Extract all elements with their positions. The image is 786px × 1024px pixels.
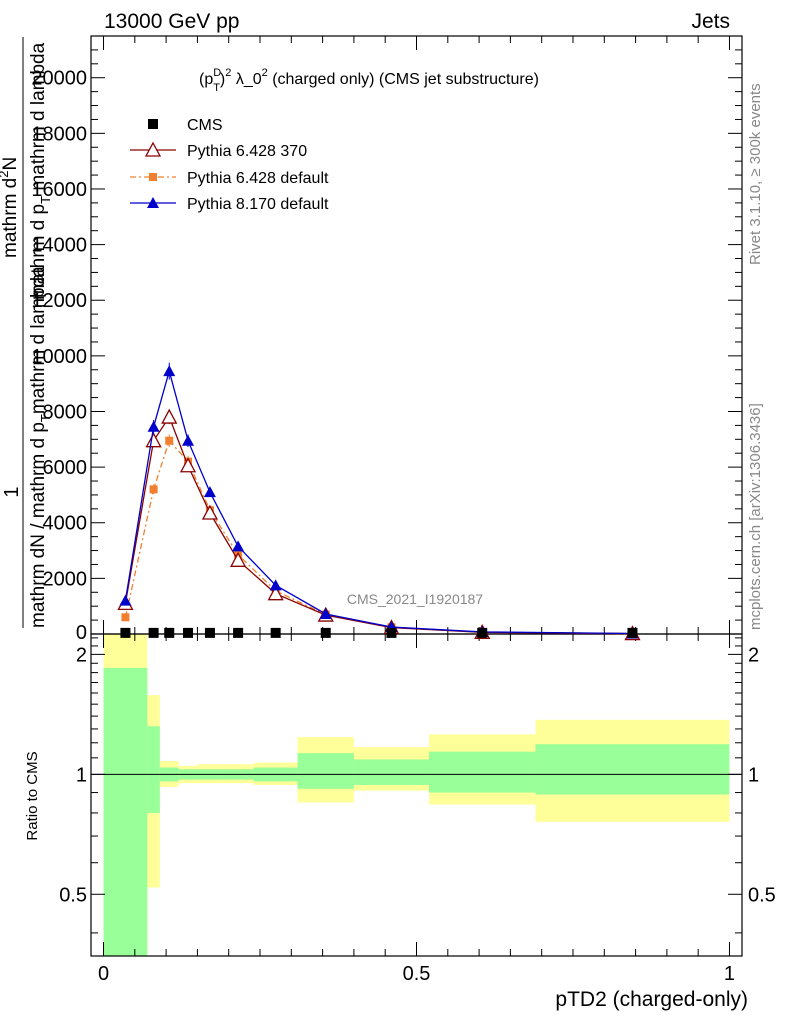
- data-series: [117, 362, 641, 641]
- ratio-y-tick-label-left: 1: [76, 764, 87, 786]
- x-axis-label: pTD2 (charged-only): [555, 988, 748, 1011]
- data-point-p6-370: [179, 457, 197, 473]
- y-tick-label: 10000: [31, 346, 87, 368]
- data-point-p6-default: [121, 613, 130, 622]
- ratio-y-tick-label-right: 2: [748, 644, 759, 666]
- y-label-one: 1: [1, 486, 23, 497]
- data-point-p8-default: [319, 607, 332, 619]
- y-label-inner-numerator: mathrm d2N: [0, 157, 21, 258]
- data-point-p6-default: [165, 436, 174, 445]
- ratio-band-inner-bin: [103, 667, 148, 956]
- x-tick-label: 0: [98, 963, 109, 985]
- legend-marker-cms: [148, 119, 158, 129]
- y-label-inner-denominator: mathrm d pT mathrm d lambda: [28, 42, 53, 300]
- data-point-p6-default: [149, 485, 158, 494]
- data-point-cms: [148, 627, 159, 638]
- data-point-p8-default: [163, 365, 176, 377]
- y-tick-label: 8000: [43, 401, 88, 423]
- legend-label-p6-default: Pythia 6.428 default: [187, 170, 329, 187]
- data-point-p8-default: [119, 594, 132, 606]
- ratio-band-inner-bin: [147, 726, 160, 813]
- data-point-p6-370: [161, 408, 178, 424]
- ratio-y-tick-label-right: 1: [748, 764, 759, 786]
- legend-label-p8-default: Pythia 8.170 default: [187, 196, 329, 213]
- axis-ticks: 2000 4000 6000 8000 10000 12000 14000 16000 1800…: [31, 35, 776, 985]
- data-point-cms: [164, 627, 175, 638]
- analysis-watermark: CMS_2021_I1920187: [347, 591, 483, 607]
- y-tick-label: 18000: [31, 123, 87, 145]
- data-point-cms: [386, 627, 397, 638]
- data-point-p8-default: [182, 434, 195, 446]
- side-label-mcplots: mcplots.cern.ch [arXiv:1306.3436]: [747, 403, 764, 630]
- data-point-cms: [233, 627, 244, 638]
- ratio-band-inner-bin: [429, 751, 536, 793]
- ratio-y-tick-label-right: 0.5: [748, 884, 776, 906]
- data-point-cms: [320, 627, 331, 638]
- data-point-cms: [183, 627, 194, 638]
- y-tick-label: 12000: [31, 290, 87, 312]
- data-point-p8-default: [269, 579, 282, 591]
- x-tick-label: 1: [724, 963, 735, 985]
- data-point-cms: [270, 627, 281, 638]
- legend-label-cms: CMS: [187, 117, 223, 134]
- y-tick-label: 20000: [31, 68, 87, 90]
- y-axis-label: 1 mathrm dN / mathrm d pTmathrm d lambda…: [0, 37, 53, 628]
- data-point-cms: [204, 627, 215, 638]
- legend-marker-p6-default: [149, 173, 157, 181]
- header-right: Jets: [691, 10, 730, 33]
- header-left: 13000 GeV pp: [104, 10, 239, 33]
- data-point-cms: [627, 627, 638, 638]
- legend-marker-p6-370: [144, 141, 162, 157]
- ratio-band-inner-bin: [353, 759, 430, 786]
- side-label-rivet: Rivet 3.1.10, ≥ 300k events: [747, 83, 764, 265]
- data-point-p8-default: [203, 486, 216, 498]
- y-tick-label: 14000: [31, 235, 87, 257]
- data-point-cms: [477, 627, 488, 638]
- y-tick-label: 4000: [43, 513, 88, 535]
- data-point-p6-370: [145, 432, 162, 448]
- ratio-band-inner-bin: [297, 753, 354, 789]
- ratio-band-inner-bin: [535, 744, 730, 795]
- y-tick-label: 16000: [31, 179, 87, 201]
- data-point-p6-370: [201, 504, 219, 520]
- data-point-cms: [120, 627, 131, 638]
- data-point-p6-370: [230, 551, 247, 567]
- data-point-p8-default: [232, 540, 245, 552]
- legend-marker-p8-default: [147, 197, 159, 208]
- y-label-denominator: mathrm dN / mathrm d pTmathrm d lambda: [28, 266, 53, 628]
- y-tick-label: 6000: [43, 457, 88, 479]
- legend: CMS Pythia 6.428 370 Pythia 6.428 defaul…: [130, 117, 329, 213]
- ratio-y-label: Ratio to CMS: [24, 751, 41, 840]
- y-tick-label: 0: [76, 622, 87, 644]
- ratio-error-bands: [91, 634, 742, 956]
- data-point-p8-default: [147, 420, 160, 432]
- plot-title: (pD T)2 λ_02 (charged only) (CMS jet subs…: [199, 67, 539, 94]
- data-point-p6-370: [267, 585, 284, 601]
- y-tick-label: 2000: [43, 568, 88, 590]
- ratio-y-tick-label-left: 2: [76, 644, 87, 666]
- ratio-y-tick-label-left: 0.5: [59, 884, 87, 906]
- legend-label-p6-370: Pythia 6.428 370: [187, 143, 307, 160]
- x-tick-label: 0.5: [403, 963, 431, 985]
